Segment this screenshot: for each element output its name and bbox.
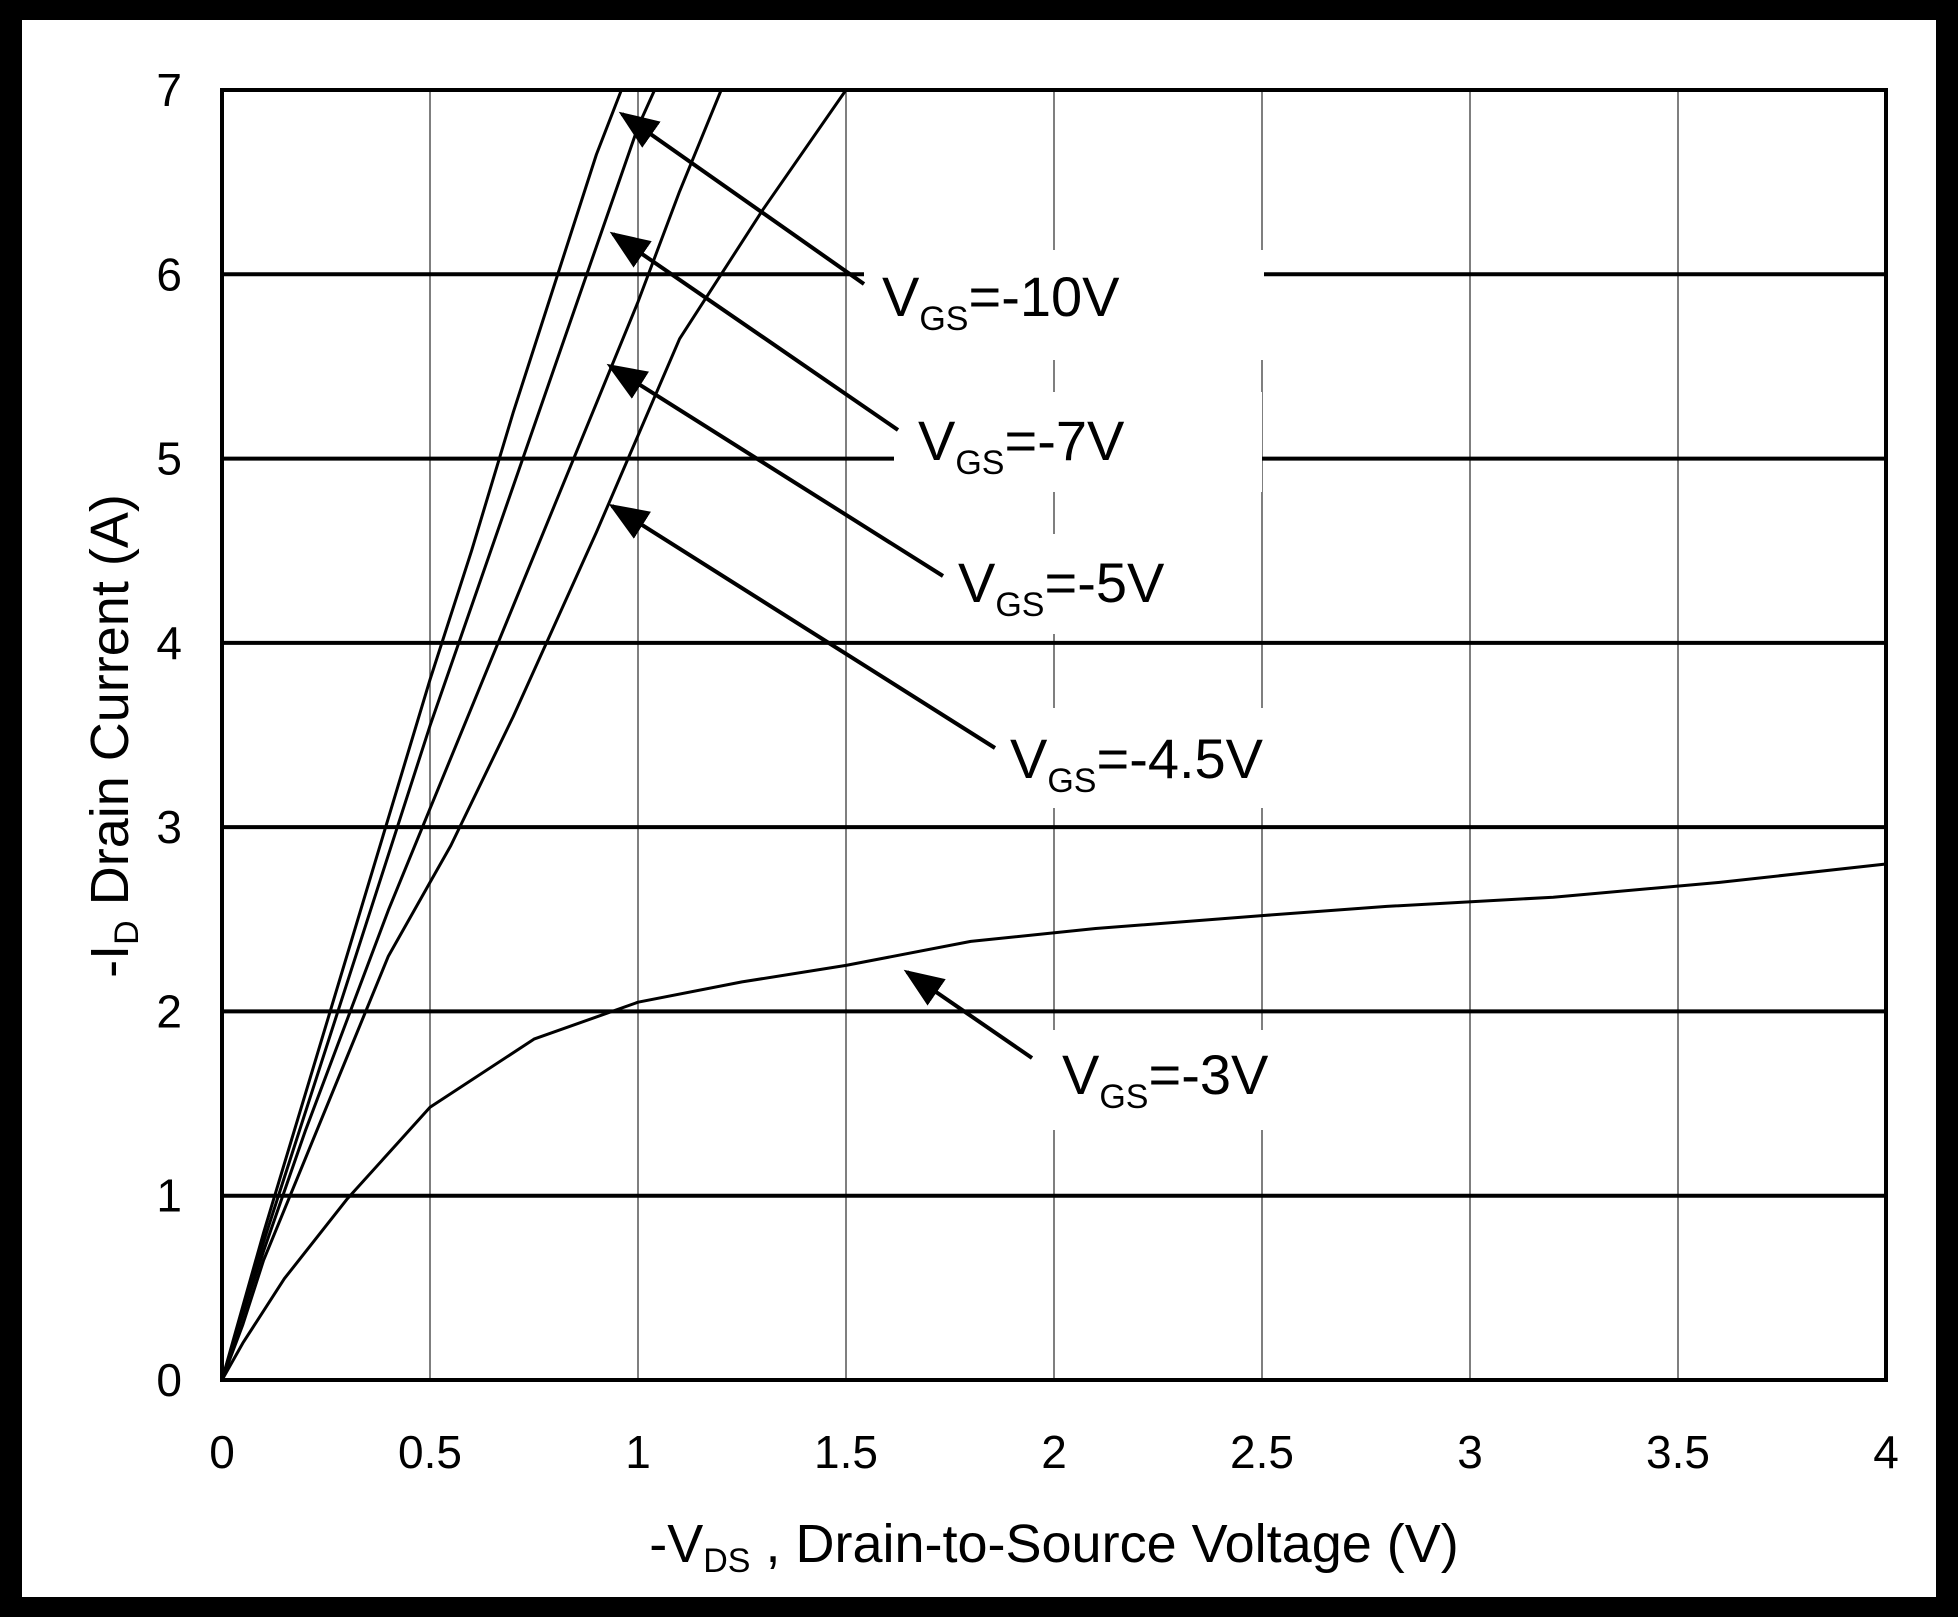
x-tick-label: 1.5 — [814, 1426, 878, 1478]
x-axis-label-subscript: DS — [703, 1542, 750, 1580]
y-axis-label: -ID Drain Current (A) — [80, 494, 146, 978]
annotation-label: VGS=-4.5V — [1010, 727, 1264, 800]
annotation-arrow — [903, 969, 1034, 1060]
annotation-label: VGS=-3V — [1062, 1043, 1269, 1116]
y-tick-label: 2 — [156, 985, 182, 1037]
plot-area-border — [220, 88, 1888, 1382]
y-axis-label-subscript: D — [108, 920, 146, 945]
x-tick-label: 1 — [625, 1426, 651, 1478]
series-line-vgs-7v — [220, 89, 656, 1381]
x-tick-label: 2.5 — [1230, 1426, 1294, 1478]
annotation-arrow — [609, 231, 900, 432]
y-tick-label: 6 — [156, 248, 182, 300]
annotation-arrow — [606, 363, 945, 578]
y-axis-label-suffix: Drain Current (A) — [80, 494, 140, 920]
series-line-vgs-5v — [220, 89, 723, 1381]
y-tick-label: 0 — [156, 1354, 182, 1406]
x-tick-label: 0 — [209, 1426, 235, 1478]
series-layer — [220, 89, 1887, 1381]
annotation-arrow — [618, 111, 866, 286]
annotation-label-subscript: GS — [1047, 762, 1096, 800]
annotation-label: VGS=-7V — [918, 409, 1125, 482]
series-line-vgs-10v — [220, 89, 623, 1381]
tick-label-layer: 0 0.5 1 1.5 2 2.5 3 3.5 4 0 1 2 3 4 5 6 7 — [156, 64, 1898, 1478]
series-line-vgs-4-5v — [220, 89, 848, 1381]
y-tick-label: 3 — [156, 801, 182, 853]
annotation-label-subscript: GS — [995, 586, 1044, 624]
x-axis-label: -VDS , Drain-to-Source Voltage (V) — [649, 1514, 1459, 1580]
x-tick-label: 3 — [1457, 1426, 1483, 1478]
annotation-label-subscript: GS — [955, 444, 1004, 482]
chart-frame: VGS=-10V VGS=-7V VGS=-5V VGS=-4.5V VGS=-3V 0… — [22, 20, 1936, 1597]
annotation-label-prefix: V — [958, 551, 996, 614]
annotation-background — [938, 534, 1258, 634]
annotation-label-subscript: GS — [919, 300, 968, 338]
annotation-label-subscript: GS — [1099, 1078, 1148, 1116]
x-tick-label: 0.5 — [398, 1426, 462, 1478]
annotation-label-suffix: =-3V — [1148, 1043, 1268, 1106]
annotation-background — [864, 250, 1264, 360]
annotation-background — [894, 392, 1262, 492]
series-line-vgs-3v — [220, 862, 1887, 1381]
annotation-arrow — [608, 503, 997, 750]
annotation-label-suffix: =-5V — [1044, 551, 1164, 614]
annotation-label-suffix: =-4.5V — [1096, 727, 1263, 790]
annotation-background — [1042, 1030, 1362, 1130]
annotation-label-suffix: =-7V — [1004, 409, 1124, 472]
annotation-label-suffix: =-10V — [968, 265, 1120, 328]
annotation-label-prefix: V — [1010, 727, 1048, 790]
y-tick-label: 4 — [156, 617, 182, 669]
annotation-label: VGS=-5V — [958, 551, 1165, 624]
y-tick-label: 5 — [156, 433, 182, 485]
y-tick-label: 7 — [156, 64, 182, 116]
annotation-background — [990, 708, 1370, 808]
x-axis-label-prefix: -V — [649, 1514, 703, 1574]
annotation-label-prefix: V — [918, 409, 956, 472]
annotation-label-prefix: V — [882, 265, 920, 328]
annotation-label-prefix: V — [1062, 1043, 1100, 1106]
annotation-label: VGS=-10V — [882, 265, 1120, 338]
x-tick-label: 2 — [1041, 1426, 1067, 1478]
x-tick-label: 3.5 — [1646, 1426, 1710, 1478]
y-tick-label: 1 — [156, 1170, 182, 1222]
x-tick-label: 4 — [1873, 1426, 1899, 1478]
x-axis-label-suffix: , Drain-to-Source Voltage (V) — [750, 1514, 1458, 1574]
y-axis-label-prefix: -I — [80, 945, 140, 978]
